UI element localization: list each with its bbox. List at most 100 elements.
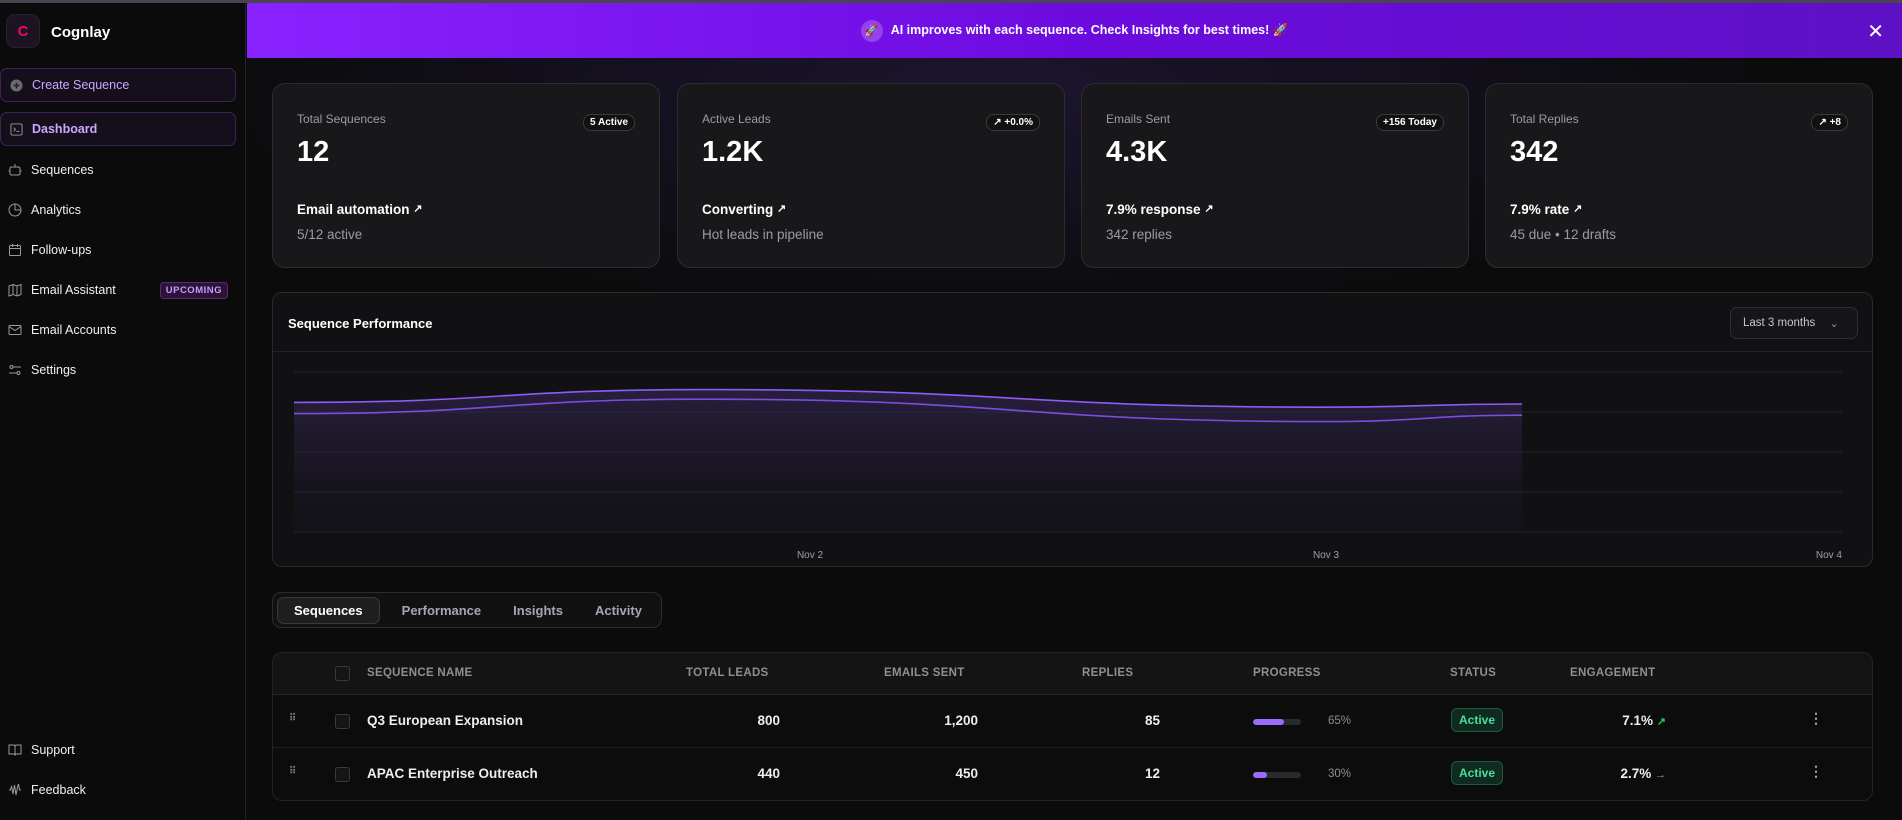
sidebar-item-settings[interactable]: Settings <box>0 353 236 387</box>
stat-detail: Hot leads in pipeline <box>702 227 824 242</box>
close-banner-button[interactable]: ✕ <box>1867 21 1884 43</box>
sidebar-item-dashboard[interactable]: Dashboard <box>0 112 236 146</box>
col-replies[interactable]: REPLIES <box>1082 667 1134 679</box>
stat-badge: ↗ +0.0% <box>986 114 1040 131</box>
sidebar-item-label: Analytics <box>31 203 82 217</box>
stat-label: Total Replies <box>1510 112 1579 126</box>
bot-icon <box>8 163 22 177</box>
stat-badge: ↗ +8 <box>1811 114 1848 131</box>
sequence-name[interactable]: APAC Enterprise Outreach <box>367 766 538 781</box>
map-icon <box>8 283 22 297</box>
drag-handle-icon[interactable]: ⠿ <box>289 713 297 724</box>
create-sequence-button[interactable]: Create Sequence <box>0 68 236 102</box>
sidebar-item-email-accounts[interactable]: Email Accounts <box>0 313 236 347</box>
select-all-checkbox[interactable] <box>335 666 350 681</box>
replies: 12 <box>1144 766 1160 781</box>
sidebar-item-sequences[interactable]: Sequences <box>0 153 236 187</box>
stat-subtitle: Converting ↗ <box>702 202 787 217</box>
col-total-leads[interactable]: TOTAL LEADS <box>686 667 769 679</box>
tab-sequences[interactable]: Sequences <box>277 596 380 624</box>
chart-title: Sequence Performance <box>288 316 433 331</box>
upcoming-badge: UPCOMING <box>159 281 228 299</box>
trend-icon: → <box>1655 769 1666 781</box>
emails-sent: 450 <box>955 766 978 781</box>
series-line-2 <box>293 398 1523 423</box>
sequence-name[interactable]: Q3 European Expansion <box>367 713 524 728</box>
mail-icon <box>8 323 22 337</box>
stat-card-emails-sent: Emails Sent +156 Today 4.3K 7.9% respons… <box>1081 83 1469 268</box>
audio-wave-icon <box>8 783 22 797</box>
tab-insights[interactable]: Insights <box>513 602 563 618</box>
sidebar-item-label: Dashboard <box>32 122 98 136</box>
stat-subtitle: 7.9% rate ↗ <box>1510 202 1583 217</box>
date-range-select[interactable]: Last 3 months ⌄ <box>1730 307 1858 339</box>
stat-value: 1.2K <box>702 136 764 168</box>
col-progress[interactable]: PROGRESS <box>1253 667 1321 679</box>
trending-up-icon: ↗ <box>413 203 423 215</box>
stat-label: Active Leads <box>702 112 771 126</box>
sidebar-item-label: Support <box>31 743 75 757</box>
status-badge: Active <box>1451 761 1504 785</box>
row-menu-button[interactable]: ⋮ <box>1809 710 1823 726</box>
stat-card-total-sequences: Total Sequences 5 Active 12 Email automa… <box>272 83 660 268</box>
app-name: Cognlay <box>51 24 111 41</box>
sequences-table: SEQUENCE NAME TOTAL LEADS EMAILS SENT RE… <box>272 652 1873 801</box>
col-engagement[interactable]: ENGAGEMENT <box>1570 667 1656 679</box>
pie-chart-icon <box>8 203 22 217</box>
banner-text: AI improves with each sequence. Check In… <box>890 23 1289 37</box>
row-menu-button[interactable]: ⋮ <box>1809 763 1823 779</box>
stat-detail: 45 due • 12 drafts <box>1510 227 1617 242</box>
stat-value: 4.3K <box>1106 136 1168 168</box>
x-tick-label: Nov 4 <box>1816 550 1843 561</box>
view-tabs: Sequences Performance Insights Activity <box>272 592 662 628</box>
trend-icon: ↗ <box>1656 716 1666 728</box>
app-logo[interactable]: C <box>6 14 40 48</box>
sidebar-item-email-assistant[interactable]: Email Assistant UPCOMING <box>0 273 236 307</box>
replies: 85 <box>1144 713 1160 728</box>
x-tick-label: Nov 2 <box>797 550 824 561</box>
terminal-icon <box>9 122 23 136</box>
plus-circle-icon <box>9 78 23 92</box>
col-sequence-name[interactable]: SEQUENCE NAME <box>367 667 473 679</box>
stat-detail: 342 replies <box>1106 227 1173 242</box>
row-checkbox[interactable] <box>335 714 350 729</box>
sidebar-item-label: Follow-ups <box>31 243 92 257</box>
total-leads: 800 <box>757 713 780 728</box>
performance-chart: Nov 2 Nov 3 Nov 4 <box>293 371 1843 561</box>
stat-value: 12 <box>297 136 330 168</box>
area-fill <box>294 389 1523 532</box>
trending-up-icon: ↗ <box>1573 203 1583 215</box>
progress-bar <box>1253 772 1301 778</box>
sidebar-item-label: Email Assistant <box>31 283 116 297</box>
sidebar-item-follow-ups[interactable]: Follow-ups <box>0 233 236 267</box>
table-row[interactable]: ⠿ Q3 European Expansion 800 1,200 85 65%… <box>273 695 1872 748</box>
sidebar-item-label: Email Accounts <box>31 323 117 337</box>
sliders-icon <box>8 363 22 377</box>
trending-up-icon: ↗ <box>777 203 787 215</box>
trending-up-icon: ↗ <box>1204 203 1214 215</box>
sidebar-item-analytics[interactable]: Analytics <box>0 193 236 227</box>
stat-value: 342 <box>1510 136 1559 168</box>
announcement-banner: 🚀 AI improves with each sequence. Check … <box>247 3 1902 58</box>
window-top-border <box>0 0 1902 3</box>
stat-label: Emails Sent <box>1106 112 1171 126</box>
stat-card-total-replies: Total Replies ↗ +8 342 7.9% rate ↗ 45 du… <box>1485 83 1873 268</box>
table-row[interactable]: ⠿ APAC Enterprise Outreach 440 450 12 30… <box>273 748 1872 800</box>
sequence-performance-card: Sequence Performance Last 3 months ⌄ Nov … <box>272 292 1873 567</box>
book-icon <box>8 743 22 757</box>
progress-label: 30% <box>1328 768 1352 780</box>
row-checkbox[interactable] <box>335 767 350 782</box>
rocket-icon: 🚀 <box>860 19 883 42</box>
total-leads: 440 <box>757 766 780 781</box>
col-status[interactable]: STATUS <box>1450 667 1497 679</box>
x-tick-label: Nov 3 <box>1313 550 1340 561</box>
tab-performance[interactable]: Performance <box>401 602 482 618</box>
sidebar-item-support[interactable]: Support <box>0 733 236 767</box>
sidebar-item-label: Feedback <box>31 783 86 797</box>
series-line-1 <box>293 388 1523 409</box>
col-emails-sent[interactable]: EMAILS SENT <box>884 667 965 679</box>
sidebar-item-feedback[interactable]: Feedback <box>0 773 236 807</box>
drag-handle-icon[interactable]: ⠿ <box>289 766 297 777</box>
tab-activity[interactable]: Activity <box>594 602 642 618</box>
sidebar-item-label: Settings <box>31 363 77 377</box>
